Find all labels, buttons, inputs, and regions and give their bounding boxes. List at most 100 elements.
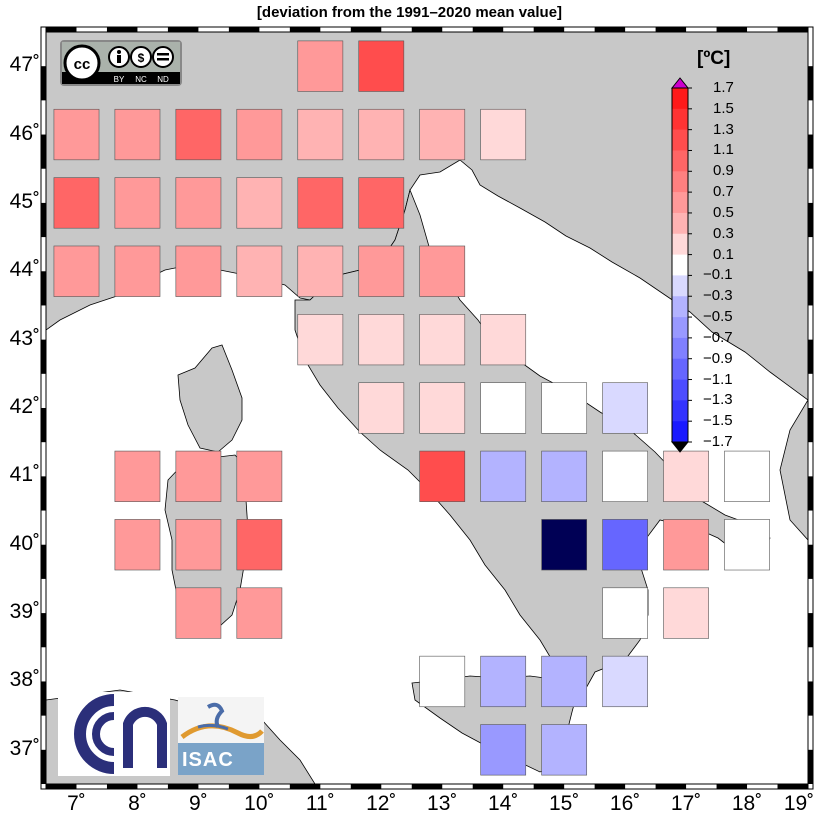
anomaly-cell [419, 245, 466, 297]
anomaly-cell [175, 587, 222, 639]
anomaly-cell [480, 724, 527, 776]
longitude-label: 12˚ [366, 792, 397, 815]
anomaly-cell [175, 519, 222, 571]
anomaly-cell [480, 108, 527, 161]
frame-segment [411, 27, 443, 32]
colorbar-tick-label: 1.5 [713, 99, 734, 117]
frame-segment [472, 784, 504, 789]
frame-segment [350, 784, 382, 789]
latitude-label: 42˚ [9, 395, 40, 418]
longitude-label: 9˚ [189, 792, 208, 815]
svg-text:$: $ [138, 51, 145, 65]
colorbar-swatch [672, 108, 688, 130]
colorbar-swatch [672, 212, 688, 235]
anomaly-cell [114, 519, 161, 571]
colorbar-tick-label: 0.7 [713, 183, 734, 201]
longitude-label: 11˚ [305, 792, 335, 815]
frame-segment [808, 134, 813, 169]
latitude-label: 40˚ [9, 531, 40, 555]
longitude-label: 8˚ [128, 792, 147, 815]
anomaly-cell [663, 450, 709, 502]
anomaly-cell [297, 177, 344, 229]
colorbar-swatch [672, 171, 688, 193]
frame-segment [533, 27, 565, 32]
longitude-label: 13˚ [427, 792, 458, 815]
cc-nc-label: NC [135, 75, 147, 84]
colorbar-swatch [672, 337, 688, 360]
colorbar-swatch [672, 150, 688, 172]
latitude-label: 47˚ [9, 53, 40, 77]
frame-segment [808, 544, 813, 579]
anomaly-cell [358, 177, 405, 229]
longitude-label: 16˚ [609, 792, 641, 815]
colorbar-tick-label: 1.3 [713, 120, 734, 138]
map-frame [40, 26, 814, 790]
frame-segment [41, 339, 46, 374]
anomaly-cell [602, 587, 648, 639]
cnr-logo [58, 692, 170, 776]
colorbar-swatch [672, 233, 688, 255]
colorbar-swatch [672, 421, 688, 443]
colorbar-swatch [672, 358, 688, 380]
frame-segment [46, 784, 77, 789]
anomaly-cell [541, 724, 588, 776]
anomaly-cell [419, 314, 466, 366]
frame-segment [41, 613, 46, 648]
longitude-label: 7˚ [67, 792, 86, 815]
anomaly-cell [297, 245, 344, 297]
colorbar-tick-label: −0.9 [703, 349, 733, 367]
frame-segment [808, 66, 813, 101]
colorbar [670, 77, 692, 453]
frame-segment [289, 784, 321, 789]
anomaly-cell [480, 382, 527, 434]
frame-segment [106, 784, 138, 789]
colorbar-swatch [672, 379, 688, 401]
cc-by-label: BY [114, 75, 125, 84]
anomaly-cell [358, 40, 405, 92]
anomaly-cell [663, 587, 709, 639]
longitude-label: 10˚ [244, 792, 275, 815]
anomaly-cell [541, 382, 588, 434]
frame-segment [41, 476, 46, 511]
anomaly-cells [53, 40, 770, 776]
anomaly-cell [541, 519, 588, 571]
frame-segment [350, 27, 382, 32]
anomaly-cell [358, 245, 405, 297]
latitude-label: 46˚ [9, 121, 40, 145]
anomaly-cell [419, 655, 466, 708]
frame-segment [228, 784, 260, 789]
frame-segment [808, 408, 813, 443]
frame-segment [777, 27, 808, 32]
colorbar-tick-label: 0.1 [713, 245, 734, 263]
frame-segment [46, 27, 77, 32]
anomaly-cell [419, 382, 466, 434]
anomaly-cell [358, 382, 405, 434]
frame-segment [41, 749, 46, 784]
anomaly-cell [175, 450, 222, 502]
anomaly-cell [53, 177, 100, 229]
longitude-label: 18˚ [731, 792, 763, 815]
frame-segment [808, 202, 813, 238]
anomaly-cell [419, 450, 466, 502]
frame-segment [472, 27, 504, 32]
colorbar-tick-label: −0.3 [703, 287, 733, 305]
anomaly-cell [480, 314, 527, 366]
frame-segment [808, 476, 813, 511]
anomaly-cell [114, 245, 161, 297]
anomaly-cell [419, 108, 466, 161]
frame-segment [228, 27, 260, 32]
colorbar-tick-label: −0.7 [703, 328, 733, 346]
frame-segment [41, 66, 46, 101]
frame-segment [716, 27, 748, 32]
latitude-label: 37˚ [9, 736, 40, 760]
colorbar-tick-label: −0.5 [703, 308, 733, 326]
latitude-label: 45˚ [9, 189, 40, 213]
anomaly-cell [175, 177, 222, 229]
anomaly-cell [358, 314, 405, 366]
frame-segment [533, 784, 565, 789]
colorbar-overflow-low [670, 441, 690, 453]
anomaly-cell [358, 108, 405, 161]
frame-segment [167, 784, 199, 789]
anomaly-cell [236, 450, 283, 502]
